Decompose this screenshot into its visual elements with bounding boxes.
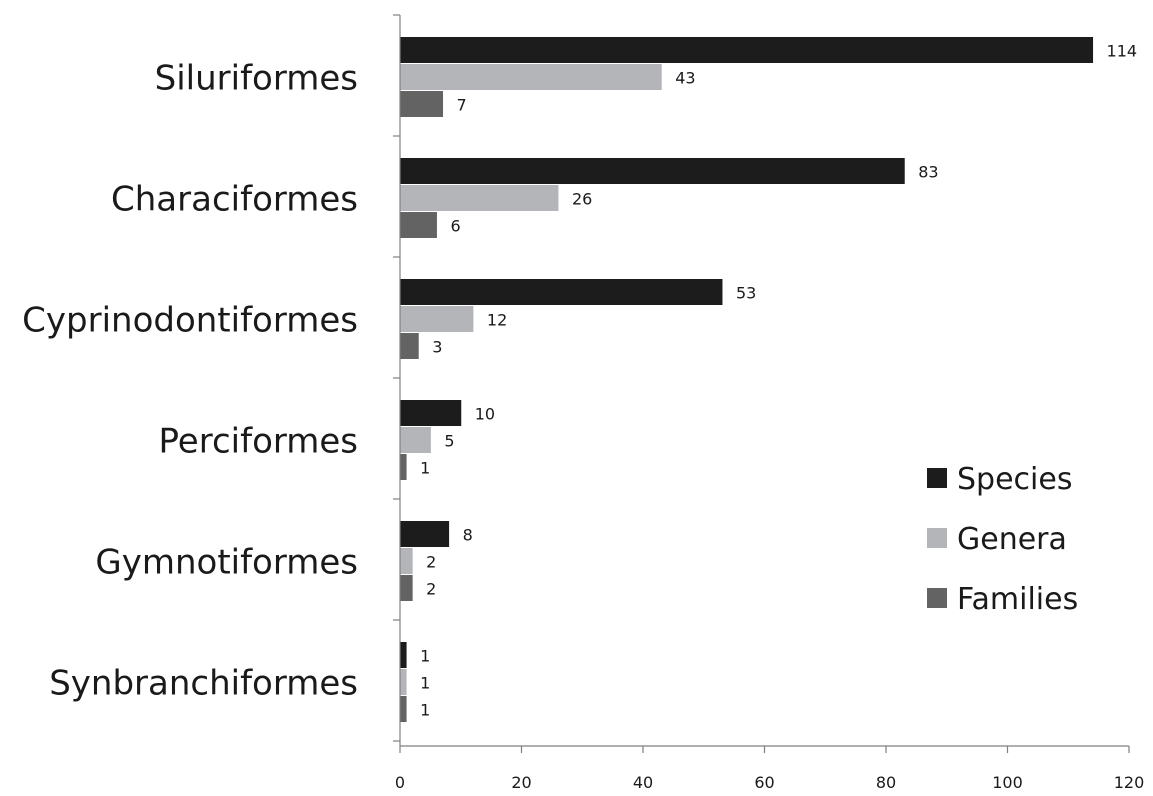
- value-label-genera-perciformes: 5: [444, 432, 454, 451]
- legend-label-families: Families: [957, 582, 1078, 617]
- value-label-species-gymnotiformes: 8: [463, 526, 473, 545]
- value-label-species-perciformes: 10: [475, 405, 495, 424]
- value-label-species-synbranchiformes: 1: [420, 647, 430, 666]
- bar-species-gymnotiformes: [400, 521, 450, 547]
- x-tick-label-40: 40: [633, 773, 653, 792]
- legend-label-species: Species: [957, 462, 1072, 497]
- value-label-genera-cyprinodontiformes: 12: [487, 311, 507, 330]
- value-label-families-synbranchiformes: 1: [420, 701, 430, 720]
- category-label-gymnotiformes: Gymnotiformes: [95, 543, 358, 583]
- category-label-synbranchiformes: Synbranchiformes: [49, 664, 358, 704]
- value-label-species-characiformes: 83: [918, 163, 938, 182]
- bar-families-perciformes: [400, 454, 407, 480]
- x-tick-label-120: 120: [1114, 773, 1145, 792]
- value-label-families-siluriformes: 7: [457, 96, 467, 115]
- bars-group: [400, 37, 1094, 722]
- legend: Species Genera Families: [927, 462, 1078, 617]
- legend-swatch-species: [927, 468, 947, 488]
- bar-species-characiformes: [400, 158, 905, 184]
- category-label-siluriformes: Siluriformes: [155, 59, 358, 99]
- bar-families-gymnotiformes: [400, 575, 413, 601]
- bar-genera-gymnotiformes: [400, 548, 413, 574]
- bar-genera-synbranchiformes: [400, 669, 407, 695]
- value-label-species-siluriformes: 114: [1107, 42, 1138, 61]
- bar-families-cyprinodontiformes: [400, 333, 419, 359]
- value-label-families-cyprinodontiformes: 3: [432, 338, 442, 357]
- x-tick-label-0: 0: [395, 773, 405, 792]
- category-label-cyprinodontiformes: Cyprinodontiformes: [22, 301, 358, 341]
- value-label-families-characiformes: 6: [450, 217, 460, 236]
- x-tick-label-80: 80: [876, 773, 896, 792]
- bar-families-siluriformes: [400, 91, 444, 117]
- bar-genera-siluriformes: [400, 64, 662, 90]
- value-label-families-perciformes: 1: [420, 459, 430, 478]
- category-labels-group: Siluriformes Characiformes Cyprinodontifor…: [22, 59, 358, 704]
- value-label-families-gymnotiformes: 2: [426, 580, 436, 599]
- bar-genera-characiformes: [400, 185, 559, 211]
- bar-species-siluriformes: [400, 37, 1094, 63]
- legend-label-genera: Genera: [957, 522, 1067, 557]
- value-label-genera-characiformes: 26: [572, 190, 592, 209]
- x-tick-label-60: 60: [754, 773, 774, 792]
- category-label-perciformes: Perciformes: [159, 422, 358, 462]
- bar-genera-perciformes: [400, 427, 431, 453]
- bar-species-synbranchiformes: [400, 642, 407, 668]
- x-tick-label-20: 20: [511, 773, 531, 792]
- bar-species-perciformes: [400, 400, 462, 426]
- bar-species-cyprinodontiformes: [400, 279, 723, 305]
- bar-families-synbranchiformes: [400, 696, 407, 722]
- bar-genera-cyprinodontiformes: [400, 306, 474, 332]
- x-tick-label-100: 100: [992, 773, 1023, 792]
- bar-families-characiformes: [400, 212, 437, 238]
- x-ticks-group: 0 20 40 60 80 100 120: [393, 14, 1145, 792]
- value-label-species-cyprinodontiformes: 53: [736, 284, 756, 303]
- category-label-characiformes: Characiformes: [111, 180, 358, 220]
- legend-swatch-genera: [927, 528, 947, 548]
- value-label-genera-siluriformes: 43: [675, 69, 695, 88]
- value-label-genera-synbranchiformes: 1: [420, 674, 430, 693]
- legend-swatch-families: [927, 588, 947, 608]
- value-label-genera-gymnotiformes: 2: [426, 553, 436, 572]
